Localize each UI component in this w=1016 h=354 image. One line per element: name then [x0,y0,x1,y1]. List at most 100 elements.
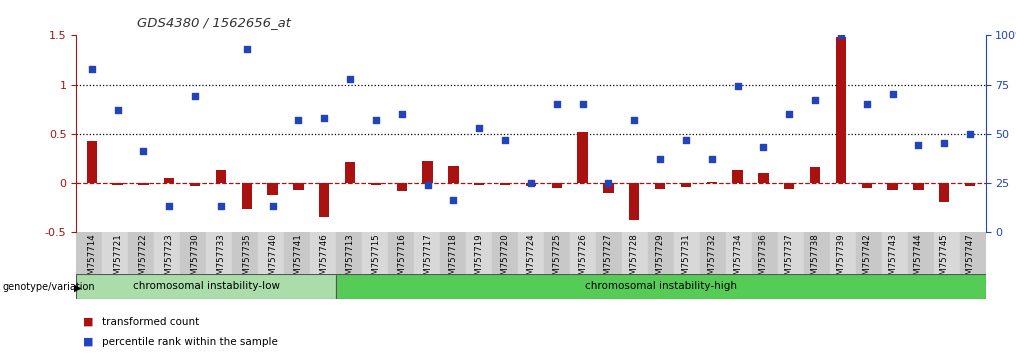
Point [936,141,952,146]
Bar [776,35,802,232]
Bar [466,232,492,274]
Bar [853,35,880,232]
Bar [234,35,260,232]
Point [703,156,719,162]
Bar [699,35,724,232]
Bar [363,35,389,232]
Point [833,33,849,38]
Bar [79,35,105,232]
Bar [389,35,415,232]
Text: GDS4380 / 1562656_at: GDS4380 / 1562656_at [137,16,292,29]
Bar [448,166,458,183]
Bar [784,183,795,189]
Bar [362,232,388,274]
Bar [86,142,97,183]
Point [574,101,590,107]
Text: ■: ■ [83,337,93,347]
Bar [880,35,905,232]
Bar [907,232,934,274]
Point [239,46,255,52]
Bar [932,35,957,232]
Bar [336,274,986,299]
Bar [706,182,717,183]
Bar [629,183,639,220]
Bar [518,35,544,232]
Bar [440,232,466,274]
Bar [441,35,466,232]
Point [471,125,488,131]
Bar [810,167,820,183]
Bar [258,232,284,274]
Point [910,143,927,148]
Point [110,107,126,113]
Bar [164,178,175,183]
Bar [319,183,329,217]
Bar [939,183,949,202]
Bar [103,232,128,274]
Bar [604,183,614,193]
Bar [128,232,154,274]
Point [600,180,617,185]
Text: chromosomal instability-high: chromosomal instability-high [585,281,737,291]
Bar [182,35,208,232]
Point [755,144,771,150]
Bar [76,274,336,299]
Bar [595,35,621,232]
Bar [674,232,700,274]
Bar [294,183,304,190]
Point [212,204,229,209]
Point [445,198,461,203]
Bar [388,232,414,274]
Bar [492,232,518,274]
Bar [570,35,595,232]
Text: ■: ■ [83,317,93,327]
Bar [724,35,751,232]
Bar [336,232,362,274]
Bar [260,35,285,232]
Bar [208,35,234,232]
Bar [855,232,882,274]
Bar [518,232,544,274]
Point [83,66,100,72]
Point [162,204,178,209]
Bar [544,232,570,274]
Point [859,101,875,107]
Bar [414,232,440,274]
Bar [655,183,665,189]
Bar [959,232,986,274]
Point [135,148,151,154]
Bar [828,35,853,232]
Bar [957,35,982,232]
Bar [242,183,252,209]
Bar [934,232,959,274]
Bar [267,183,277,195]
Bar [396,183,406,190]
Point [678,137,694,142]
Point [420,182,436,188]
Bar [525,183,536,186]
Bar [621,35,647,232]
Text: genotype/variation: genotype/variation [2,282,94,292]
Point [626,117,642,123]
Point [497,137,513,142]
Bar [777,232,804,274]
Point [316,115,332,121]
Point [729,84,746,89]
Bar [500,183,510,185]
Bar [371,183,381,185]
Text: ▶: ▶ [74,282,81,292]
Bar [622,232,648,274]
Bar [733,170,743,183]
Bar [138,183,148,185]
Bar [905,35,932,232]
Bar [285,35,311,232]
Bar [648,232,674,274]
Bar [552,183,562,188]
Bar [311,35,337,232]
Bar [751,35,776,232]
Point [522,180,538,185]
Bar [105,35,130,232]
Bar [466,35,492,232]
Bar [215,170,226,183]
Bar [887,183,898,190]
